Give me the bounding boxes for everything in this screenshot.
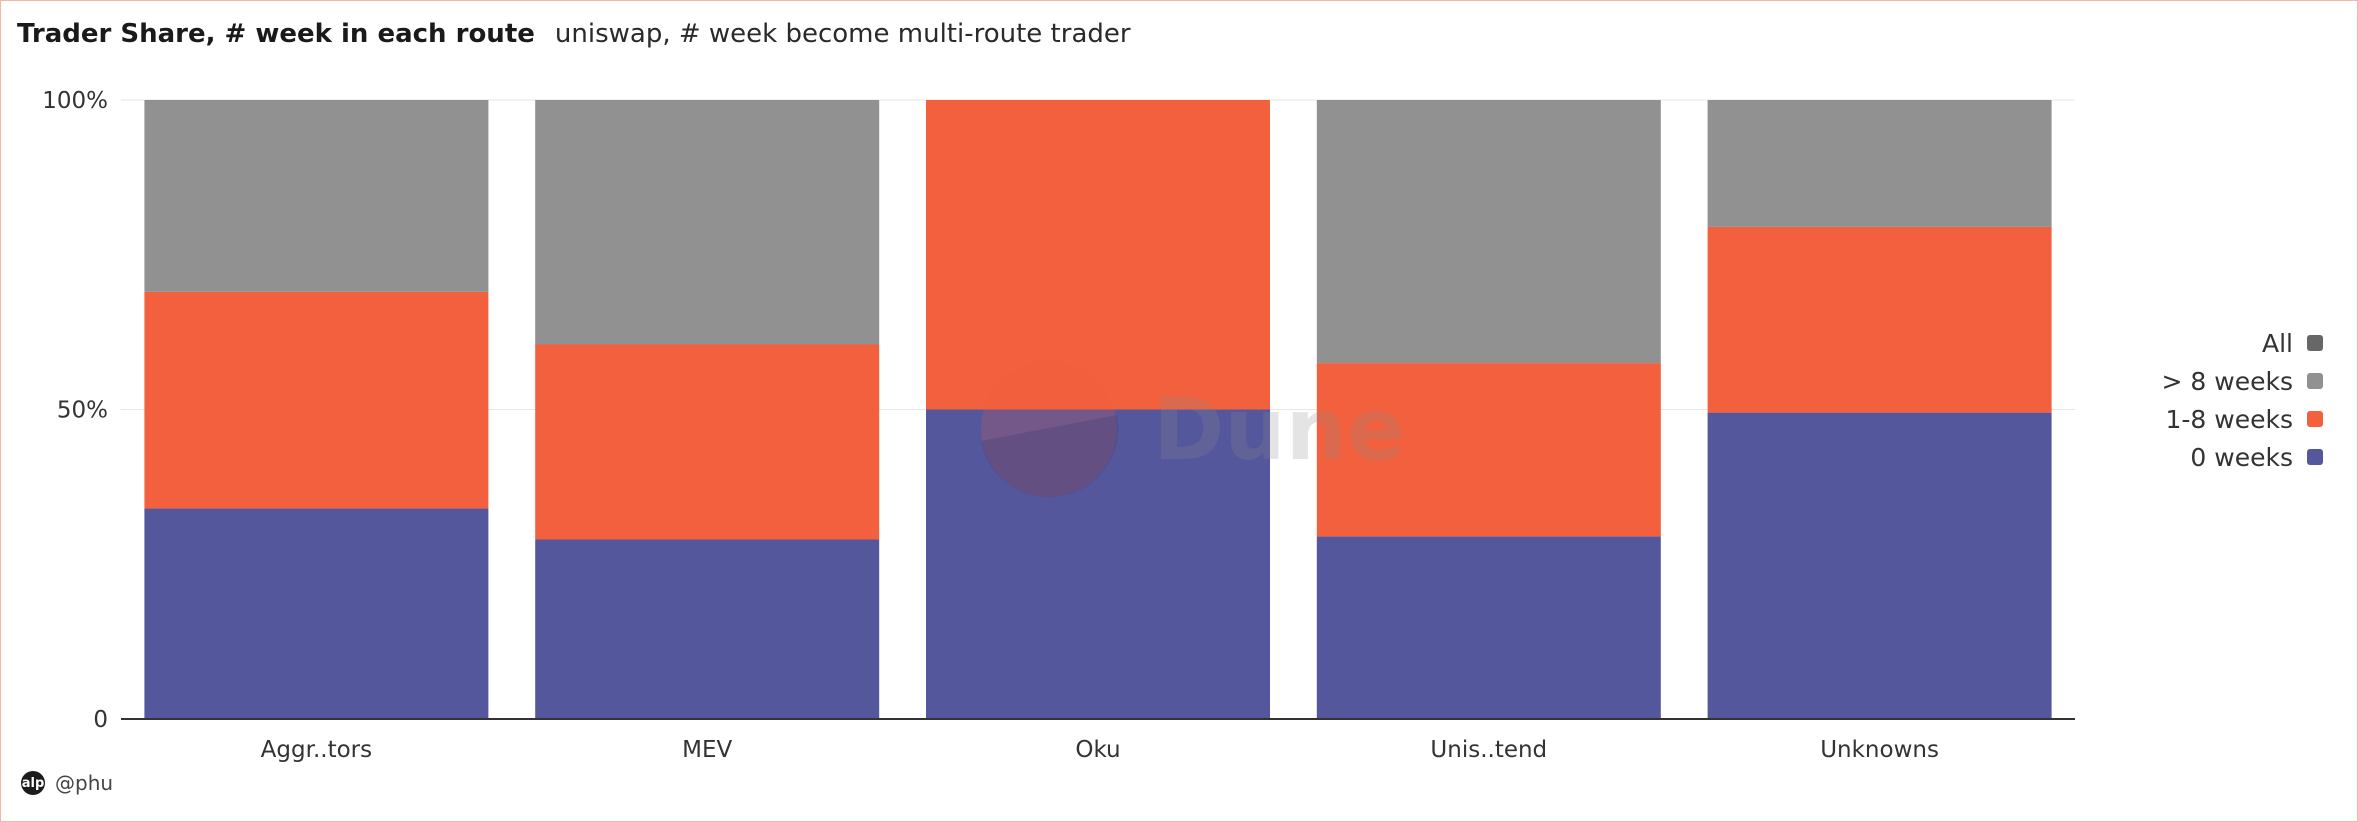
watermark-logo-icon (981, 415, 1119, 498)
y-tick-label: 100% (42, 88, 108, 114)
bar-segment[interactable] (1707, 100, 2052, 227)
bar-segment[interactable] (535, 344, 880, 540)
bar-segment[interactable] (144, 100, 489, 292)
bar-segment[interactable] (926, 100, 1270, 410)
x-tick-label: Unknowns (1820, 737, 1939, 763)
author-name[interactable]: @phu (55, 771, 114, 795)
bar-segment[interactable] (1316, 536, 1661, 719)
legend-swatch[interactable] (2307, 373, 2323, 389)
author-avatar: alp (21, 771, 45, 795)
bar-segment[interactable] (144, 508, 489, 719)
legend-label[interactable]: 0 weeks (2190, 443, 2293, 472)
x-tick-label: Aggr..tors (261, 737, 372, 763)
bar-segment[interactable] (1316, 100, 1661, 364)
chart-title: Trader Share, # week in each route (17, 19, 535, 49)
legend-label[interactable]: 1-8 weeks (2166, 405, 2294, 434)
y-tick-label: 0 (93, 707, 108, 733)
legend-swatch[interactable] (2307, 335, 2323, 351)
bar-segment[interactable] (1707, 226, 2052, 413)
legend-swatch[interactable] (2307, 411, 2323, 427)
x-tick-label: Oku (1075, 737, 1120, 763)
bar-segment[interactable] (1316, 363, 1661, 537)
y-tick-label: 50% (57, 398, 108, 424)
x-tick-label: MEV (682, 737, 732, 763)
legend-swatch[interactable] (2307, 449, 2323, 465)
watermark-text: Dune (1153, 380, 1405, 480)
chart-subtitle: uniswap, # week become multi-route trade… (554, 19, 1131, 49)
bar-segment[interactable] (144, 291, 489, 509)
x-tick-label: Unis..tend (1430, 737, 1547, 763)
watermark-logo-icon (981, 361, 1117, 497)
bar-segment[interactable] (1707, 412, 2052, 719)
author-footer[interactable]: alp @phu (21, 771, 113, 795)
legend-label[interactable]: All (2262, 329, 2293, 358)
chart-header: Trader Share, # week in each route unisw… (17, 19, 1131, 59)
bar-segment[interactable] (535, 100, 880, 345)
bar-segment[interactable] (926, 409, 1270, 720)
legend-label[interactable]: > 8 weeks (2162, 367, 2293, 396)
bar-segment[interactable] (535, 539, 880, 719)
